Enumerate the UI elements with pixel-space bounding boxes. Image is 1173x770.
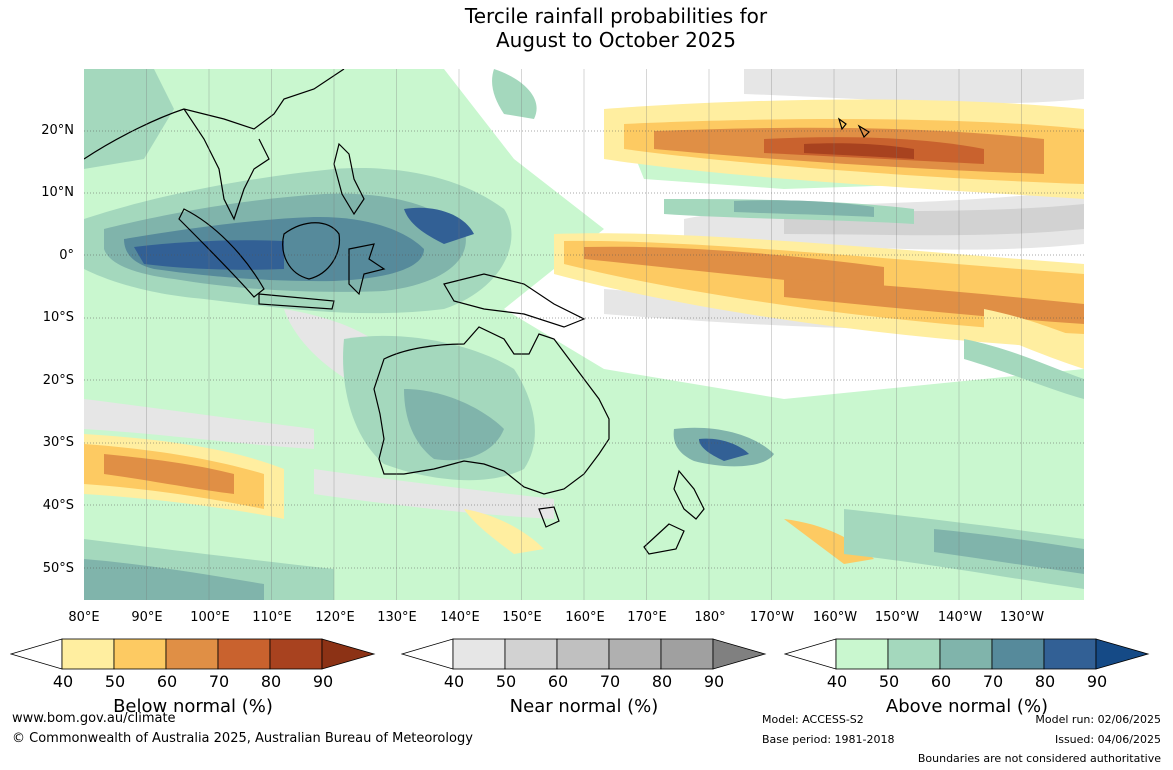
- below-tick: 90: [312, 672, 334, 691]
- model-name: Model: ACCESS-S2: [762, 713, 864, 726]
- lon-label: 160°E: [565, 610, 605, 625]
- meridian-lines: [146, 69, 1022, 600]
- lon-label: 150°E: [502, 610, 542, 625]
- below-colorbar-segment: [113, 638, 167, 670]
- lon-label: 160°W: [812, 610, 858, 625]
- above-tick: 50: [878, 672, 900, 691]
- near-colorbar-upper-end: [712, 638, 767, 670]
- below-colorbar-segment: [165, 638, 219, 670]
- lon-label: 140°E: [440, 610, 480, 625]
- above-tick: 40: [826, 672, 848, 691]
- near-normal-colorbar: [401, 638, 767, 670]
- below-normal-field: [84, 99, 1084, 564]
- below-colorbar-segment: [217, 638, 271, 670]
- above-tick: 90: [1086, 672, 1108, 691]
- lon-label: 170°E: [627, 610, 667, 625]
- above-colorbar-upper-end: [1095, 638, 1150, 670]
- lon-label: 130°E: [377, 610, 417, 625]
- near-normal-title: Near normal (%): [509, 696, 659, 717]
- lon-label: 80°E: [68, 610, 100, 625]
- near-colorbar-segment: [452, 638, 506, 670]
- copyright-notice: © Commonwealth of Australia 2025, Austra…: [12, 731, 473, 746]
- lat-label-20s: 20°S: [42, 373, 74, 388]
- below-tick: 50: [104, 672, 126, 691]
- rainfall-probability-map: [84, 69, 1084, 600]
- above-colorbar-lower-end: [784, 638, 837, 670]
- near-tick: 60: [547, 672, 569, 691]
- near-colorbar-segment: [660, 638, 714, 670]
- below-colorbar-segment: [269, 638, 323, 670]
- lon-label: 100°E: [190, 610, 230, 625]
- lon-label: 150°W: [874, 610, 920, 625]
- above-colorbar-segment: [1043, 638, 1097, 670]
- near-colorbar-lower-end: [401, 638, 454, 670]
- near-colorbar-segment: [504, 638, 558, 670]
- map-title-line2: August to October 2025: [495, 28, 737, 52]
- boundary-disclaimer: Boundaries are not considered authoritat…: [917, 752, 1161, 765]
- above-colorbar-segment: [991, 638, 1045, 670]
- below-colorbar-segment: [61, 638, 115, 670]
- lon-label: 120°E: [315, 610, 355, 625]
- model-run-date: Model run: 02/06/2025: [1035, 713, 1161, 726]
- above-tick: 60: [930, 672, 952, 691]
- lon-label: 170°W: [749, 610, 795, 625]
- near-tick: 90: [703, 672, 725, 691]
- lat-label-10n: 10°N: [41, 185, 74, 200]
- below-tick: 60: [156, 672, 178, 691]
- below-normal-colorbar: [10, 638, 376, 670]
- lon-label: 90°E: [131, 610, 163, 625]
- below-tick: 80: [260, 672, 282, 691]
- above-normal-colorbar: [784, 638, 1150, 670]
- lat-label-30s: 30°S: [42, 435, 74, 450]
- lon-label: 140°W: [937, 610, 983, 625]
- above-colorbar-segment: [939, 638, 993, 670]
- lat-label-10s: 10°S: [42, 310, 74, 325]
- near-tick: 80: [651, 672, 673, 691]
- below-colorbar-upper-end: [321, 638, 376, 670]
- above-colorbar-segment: [887, 638, 941, 670]
- lat-label-0: 0°: [59, 248, 74, 263]
- lon-label: 130°W: [999, 610, 1045, 625]
- lat-label-40s: 40°S: [42, 498, 74, 513]
- issued-date: Issued: 04/06/2025: [1054, 733, 1161, 746]
- base-period: Base period: 1981-2018: [762, 733, 895, 746]
- above-colorbar-segment: [835, 638, 889, 670]
- below-colorbar-lower-end: [10, 638, 63, 670]
- lon-label: 110°E: [252, 610, 292, 625]
- lat-label-20n: 20°N: [41, 123, 74, 138]
- near-colorbar-segment: [608, 638, 662, 670]
- below-tick: 70: [208, 672, 230, 691]
- lat-label-50s: 50°S: [42, 561, 74, 576]
- near-tick: 40: [443, 672, 465, 691]
- near-tick: 70: [599, 672, 621, 691]
- lon-label: 180°: [694, 610, 726, 625]
- below-tick: 40: [52, 672, 74, 691]
- above-normal-title: Above normal (%): [885, 696, 1049, 717]
- map-title-line1: Tercile rainfall probabilities for: [464, 4, 768, 28]
- website-link[interactable]: www.bom.gov.au/climate: [12, 711, 176, 726]
- below-normal-title: Below normal (%): [113, 696, 273, 717]
- near-colorbar-segment: [556, 638, 610, 670]
- near-tick: 50: [495, 672, 517, 691]
- above-tick: 80: [1034, 672, 1056, 691]
- above-tick: 70: [982, 672, 1004, 691]
- coastlines: [84, 69, 870, 555]
